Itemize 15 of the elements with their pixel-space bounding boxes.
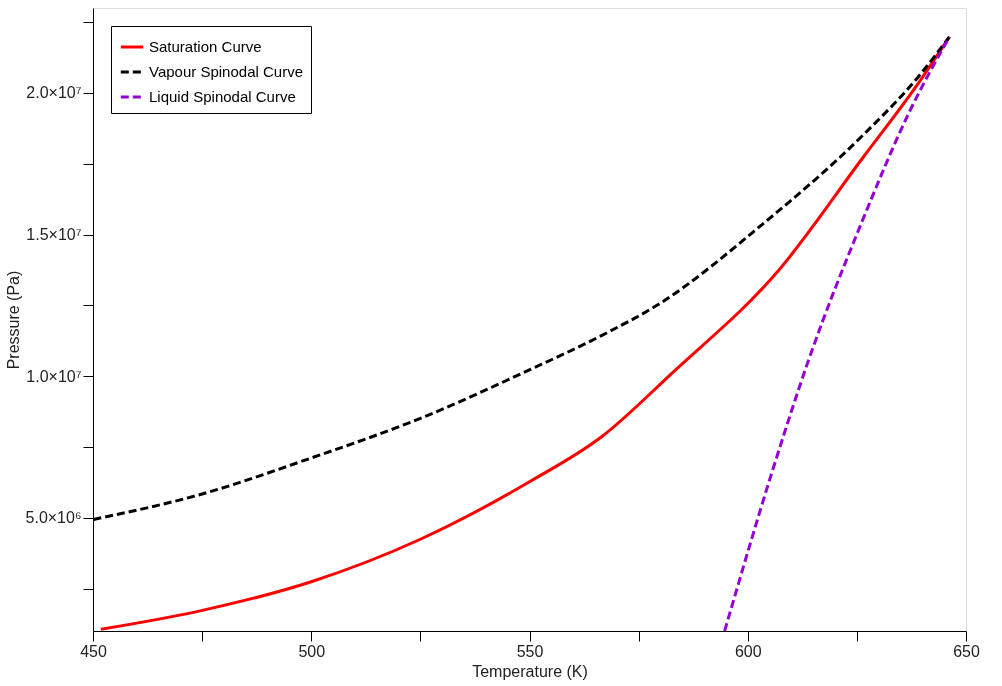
line-series <box>723 35 951 631</box>
y-tick-label: 2.0×10⁷ <box>26 84 82 102</box>
y-tick-label: 5.0×10⁶ <box>25 509 82 527</box>
y-tick-label: 1.5×10⁷ <box>26 226 82 244</box>
x-tick-label: 600 <box>734 642 762 660</box>
x-tick-label: 550 <box>516 642 544 660</box>
x-tick-label: 650 <box>953 642 980 660</box>
x-axis-title: Temperature (K) <box>472 662 588 680</box>
legend-label: Vapour Spinodal Curve <box>149 63 303 80</box>
legend-label: Liquid Spinodal Curve <box>149 88 296 105</box>
x-tick-label: 450 <box>80 642 107 660</box>
y-tick-label: 1.0×10⁷ <box>26 367 82 385</box>
x-tick-label: 500 <box>298 642 326 660</box>
legend-label: Saturation Curve <box>149 38 262 55</box>
y-axis-title: Pressure (Pa) <box>4 270 22 370</box>
